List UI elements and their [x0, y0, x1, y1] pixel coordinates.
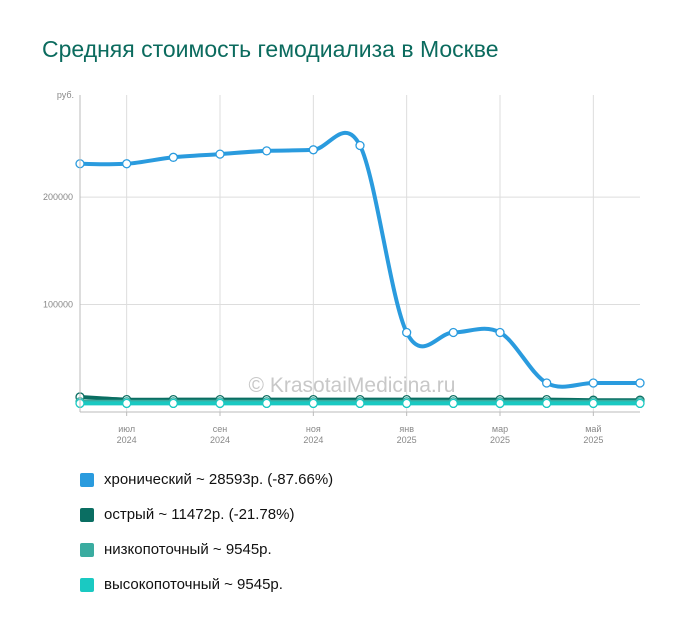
legend-label: острый ~ 11472р. (-21.78%) [104, 506, 295, 523]
data-point [635, 378, 645, 388]
legend-swatch [80, 472, 94, 487]
y-unit-label: руб. [57, 90, 74, 100]
data-point [355, 398, 365, 409]
data-point [262, 398, 272, 409]
series-хронический [75, 130, 645, 389]
legend-label: хронический ~ 28593р. (-87.66%) [104, 471, 334, 488]
y-tick-label: 100000 [43, 300, 73, 310]
chart-title: Средняя стоимость гемодиализа в Москве [42, 36, 499, 62]
data-point [308, 145, 318, 155]
x-tick-year: 2025 [583, 435, 603, 445]
data-point [168, 398, 178, 409]
x-tick-month: мар [492, 424, 508, 434]
data-point [122, 159, 132, 169]
legend-item[interactable]: высокопоточный ~ 9545р. [80, 567, 333, 602]
series-line [78, 130, 642, 389]
legend-label: высокопоточный ~ 9545р. [104, 576, 283, 593]
watermark: © KrasotaiMedicina.ru [249, 374, 456, 397]
data-point [215, 398, 225, 409]
x-tick-month: янв [399, 424, 414, 434]
legend-item[interactable]: низкопоточный ~ 9545р. [80, 532, 333, 567]
line-chart: руб. © KrasotaiMedicina.ru 100000 200000 и… [43, 90, 645, 445]
data-point [448, 398, 458, 409]
x-tick-year: 2024 [210, 435, 230, 445]
legend: хронический ~ 28593р. (-87.66%) острый ~ … [80, 462, 333, 602]
data-point [448, 327, 458, 338]
data-point [402, 398, 412, 409]
y-tick-label: 200000 [43, 192, 73, 202]
series-layer [75, 130, 645, 409]
data-point [588, 398, 598, 409]
data-point [308, 398, 318, 409]
data-point [215, 149, 225, 159]
data-point [542, 398, 552, 409]
legend-swatch [80, 577, 94, 592]
x-tick-month: сен [213, 424, 228, 434]
legend-swatch [80, 507, 94, 522]
legend-swatch [80, 542, 94, 557]
series-высокопоточный [75, 398, 645, 409]
data-point [355, 140, 365, 151]
x-tick-month: июл [118, 424, 135, 434]
legend-label: низкопоточный ~ 9545р. [104, 541, 272, 558]
data-point [635, 398, 645, 409]
x-tick-month: май [585, 424, 601, 434]
data-point [495, 398, 505, 409]
data-point [495, 327, 505, 338]
data-point [122, 398, 132, 409]
x-tick-year: 2025 [490, 435, 510, 445]
data-point [542, 378, 552, 388]
x-tick-year: 2024 [303, 435, 323, 445]
x-tick-month: ноя [306, 424, 321, 434]
data-point [168, 152, 178, 162]
data-point [262, 146, 272, 156]
axes: 100000200000июл2024сен2024ноя2024янв2025… [43, 95, 640, 445]
x-tick-year: 2024 [117, 435, 137, 445]
legend-item[interactable]: хронический ~ 28593р. (-87.66%) [80, 462, 333, 497]
data-point [588, 378, 598, 388]
x-tick-year: 2025 [397, 435, 417, 445]
legend-item[interactable]: острый ~ 11472р. (-21.78%) [80, 497, 333, 532]
data-point [402, 327, 412, 338]
